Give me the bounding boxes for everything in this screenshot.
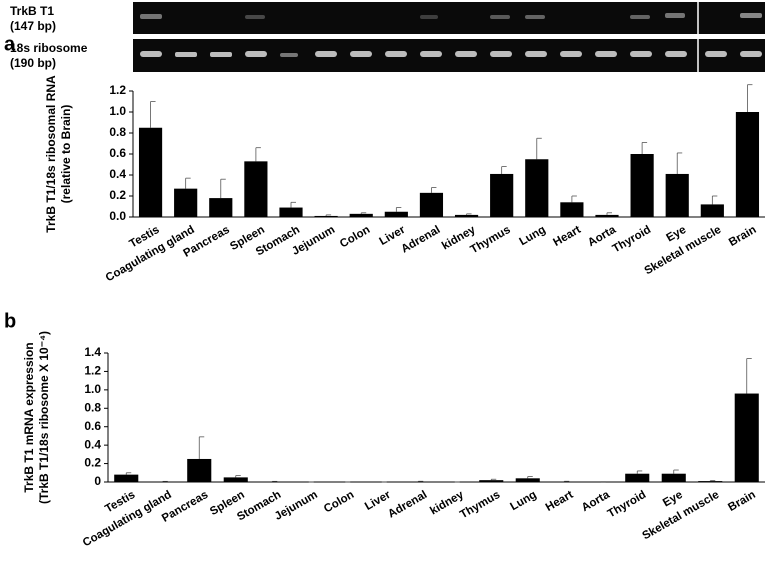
- x-tick-label: Colon: [322, 489, 356, 516]
- gel-label: TrkB T1: [10, 4, 54, 18]
- gel-label: (190 bp): [10, 56, 56, 70]
- y-tick-label: 0.6: [84, 419, 101, 433]
- y-axis-label: (TrkB T1/18s ribosome X 10⁻⁴): [37, 331, 51, 504]
- y-tick-label: 0.0: [109, 209, 126, 223]
- x-tick-label: Colon: [338, 224, 372, 251]
- bar: [138, 127, 163, 217]
- gel-label: (147 bp): [10, 19, 56, 33]
- y-tick-label: 0.8: [109, 125, 126, 139]
- bar: [665, 173, 689, 217]
- x-tick-label: Heart: [544, 489, 576, 514]
- bar: [244, 161, 268, 217]
- x-tick-label: Thyroid: [611, 224, 654, 255]
- y-tick-label: 0: [94, 474, 101, 488]
- x-tick-label: Brain: [727, 224, 758, 249]
- y-tick-label: 0.4: [109, 167, 126, 181]
- x-tick-label: Eye: [665, 224, 689, 245]
- bar: [625, 473, 650, 482]
- bar: [187, 458, 212, 482]
- bar: [525, 159, 549, 217]
- bar: [700, 204, 724, 217]
- bar: [479, 480, 504, 482]
- x-tick-label: Eye: [661, 489, 685, 510]
- x-tick-label: Adrenal: [386, 489, 429, 521]
- bar: [314, 215, 338, 217]
- y-tick-label: 0.6: [109, 146, 126, 160]
- y-axis-label: TrkB T1/18s ribosomal RNA: [44, 75, 58, 233]
- x-tick-label: Adrenal: [399, 224, 442, 256]
- gel-label: 18s ribosome: [10, 41, 88, 55]
- x-tick-label: Heart: [551, 224, 583, 249]
- x-tick-label: Thymus: [468, 224, 512, 256]
- bar: [209, 198, 233, 217]
- y-axis-label: TrkB T1 mRNA expression: [22, 342, 36, 492]
- x-tick-label: Brain: [726, 489, 757, 514]
- x-tick-label: Lung: [517, 224, 547, 248]
- bar: [174, 188, 198, 217]
- bar: [661, 473, 686, 482]
- bar: [735, 112, 760, 217]
- y-tick-label: 1.0: [84, 382, 101, 396]
- y-tick-label: 0.2: [109, 188, 126, 202]
- bar: [734, 393, 759, 482]
- bar: [630, 154, 654, 217]
- x-tick-label: Thymus: [458, 489, 502, 521]
- gel: [133, 2, 765, 72]
- bar: [384, 211, 408, 217]
- y-tick-label: 0.8: [84, 400, 101, 414]
- y-tick-label: 0.4: [84, 437, 101, 451]
- bar: [595, 214, 619, 217]
- bar: [454, 214, 479, 217]
- gel-18s: [133, 39, 765, 72]
- y-tick-label: 1.0: [109, 104, 126, 118]
- y-tick-label: 1.4: [84, 345, 101, 359]
- gel-trkb-bands: [140, 13, 762, 19]
- x-tick-label: Lung: [508, 489, 538, 513]
- bar: [560, 202, 584, 217]
- bar: [223, 477, 248, 482]
- bar: [419, 192, 444, 217]
- y-tick-label: 1.2: [84, 364, 101, 378]
- bar: [515, 478, 540, 482]
- bar: [114, 474, 139, 482]
- gel-18s-bands: [140, 51, 762, 57]
- y-tick-label: 0.2: [84, 456, 101, 470]
- bar: [279, 207, 303, 217]
- bar: [349, 213, 373, 217]
- x-tick-label: Thyroid: [606, 489, 649, 520]
- panel-label: b: [4, 310, 16, 332]
- gel-trkb: [133, 2, 765, 34]
- panel-label: a: [4, 33, 16, 55]
- bar: [698, 481, 723, 482]
- bar: [490, 173, 514, 217]
- y-axis-label: (relative to Brain): [59, 105, 73, 204]
- y-tick-label: 1.2: [109, 83, 126, 97]
